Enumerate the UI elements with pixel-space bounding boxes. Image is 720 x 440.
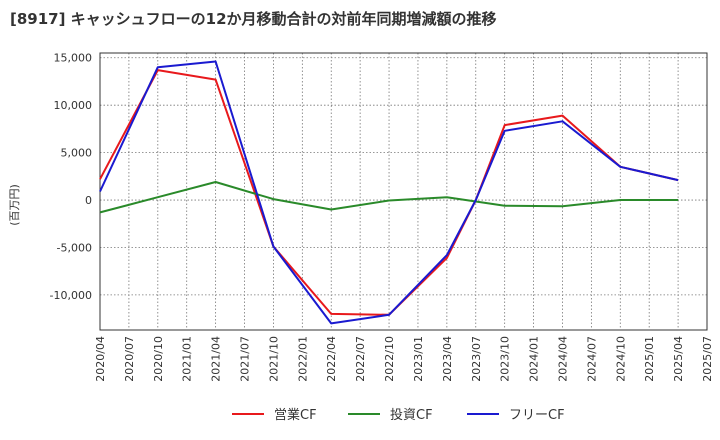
legend-label: 営業CF [274, 407, 317, 423]
x-tick-label: 2021/07 [239, 336, 252, 382]
x-tick-label: 2020/10 [152, 336, 165, 382]
x-tick-label: 2023/01 [412, 336, 425, 382]
x-tick-label: 2025/04 [672, 336, 685, 382]
legend-layer: 営業CF 投資CF フリーCF [232, 407, 565, 423]
x-tick-label: 2025/07 [701, 336, 714, 382]
y-tick-label: 5,000 [61, 147, 93, 160]
x-tick-label: 2024/10 [614, 336, 627, 382]
x-tick-label: 2020/07 [123, 336, 136, 382]
x-tick-label: 2022/10 [383, 336, 396, 382]
y-axis-label: (百万円) [8, 184, 21, 226]
series-layer [99, 60, 679, 325]
y-tick-label: -5,000 [57, 241, 92, 254]
y-tick-label: 10,000 [54, 99, 93, 112]
x-tick-label: 2020/04 [94, 336, 107, 382]
plot-frame [99, 52, 708, 331]
series-line-2 [99, 60, 679, 325]
legend-label: フリーCF [509, 408, 565, 423]
y-tick-label: 15,000 [54, 52, 93, 65]
x-tick-label: 2025/01 [643, 336, 656, 382]
y-tick-label: -10,000 [50, 289, 92, 302]
x-tick-label: 2021/01 [181, 336, 194, 382]
grid-layer [100, 53, 707, 330]
x-tick-label: 2024/04 [556, 336, 569, 382]
x-tick-label: 2022/07 [354, 336, 367, 382]
x-tick-label: 2021/04 [210, 336, 223, 382]
x-tick-label: 2023/07 [470, 336, 483, 382]
x-tick-label: 2024/07 [585, 336, 598, 382]
x-tick-label: 2023/04 [441, 336, 454, 382]
chart-title: [8917] キャッシュフローの12か月移動合計の対前年同期増減額の推移 [10, 10, 497, 28]
legend-label: 投資CF [390, 407, 433, 423]
x-tick-label: 2023/10 [499, 336, 512, 382]
y-tick-label: 0 [85, 194, 92, 207]
axis-layer: 2020/04 2020/07 2020/10 2021/01 2021/04 2021/… [50, 52, 714, 382]
x-tick-label: 2022/01 [296, 336, 309, 382]
x-tick-label: 2022/04 [325, 336, 338, 382]
x-tick-label: 2021/10 [267, 336, 280, 382]
x-tick-label: 2024/01 [528, 336, 541, 382]
